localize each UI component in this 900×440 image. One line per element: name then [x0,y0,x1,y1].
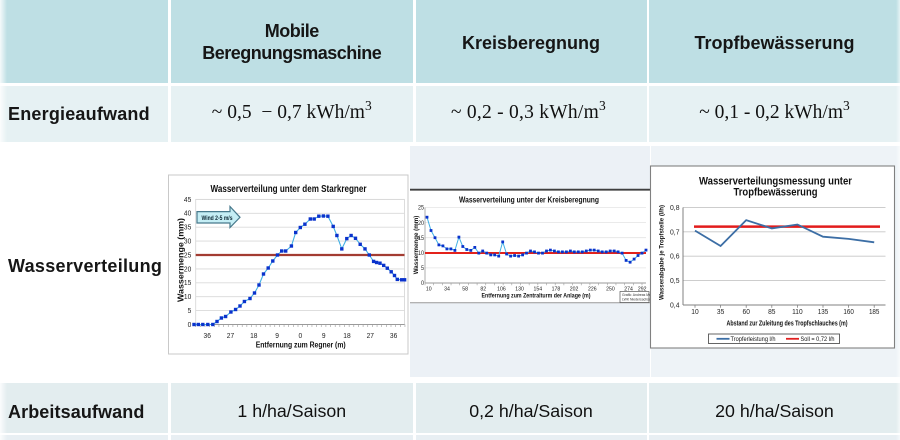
svg-text:106: 106 [497,286,506,292]
svg-text:110: 110 [792,309,803,316]
svg-text:0,7: 0,7 [670,229,680,236]
svg-text:25: 25 [418,205,424,212]
svg-text:45: 45 [184,197,191,204]
svg-text:LWK Niedersachsen: LWK Niedersachsen [622,298,653,302]
svg-text:85: 85 [768,309,775,316]
svg-text:Wassermenge (mm): Wassermenge (mm) [177,218,186,302]
svg-text:Wasserverteilung unter der Kre: Wasserverteilung unter der Kreisberegnun… [459,194,599,204]
svg-text:0: 0 [188,322,192,329]
svg-text:10: 10 [418,250,424,257]
svg-text:10: 10 [691,309,698,316]
svg-text:9: 9 [275,333,279,340]
svg-text:0: 0 [421,280,424,287]
svg-text:20: 20 [418,220,424,227]
svg-text:27: 27 [367,333,374,340]
svg-text:274: 274 [624,286,633,292]
svg-text:27: 27 [227,333,234,340]
svg-text:9: 9 [322,333,326,340]
svg-text:292: 292 [638,286,647,292]
svg-text:35: 35 [717,309,724,316]
svg-text:0,8: 0,8 [670,205,680,212]
svg-text:Abstand zur Zuleitung des Trop: Abstand zur Zuleitung des Tropfschlauche… [727,321,848,328]
svg-text:10: 10 [426,286,432,292]
svg-text:202: 202 [570,286,579,292]
svg-text:36: 36 [390,333,397,340]
svg-text:60: 60 [743,309,750,316]
svg-text:15: 15 [418,235,424,242]
svg-text:36: 36 [204,333,211,340]
svg-text:Tropfbewässerung: Tropfbewässerung [734,186,818,198]
svg-text:Soll = 0,72 l/h: Soll = 0,72 l/h [801,337,835,343]
svg-text:5: 5 [188,308,192,315]
svg-text:Grafik: Andreas Meyer,: Grafik: Andreas Meyer, [622,293,657,297]
svg-text:226: 226 [588,286,597,292]
svg-text:25: 25 [184,252,191,259]
svg-text:35: 35 [184,225,191,232]
svg-text:154: 154 [534,286,543,292]
svg-text:178: 178 [552,286,561,292]
svg-text:20: 20 [184,266,191,273]
svg-text:5: 5 [421,265,424,272]
svg-text:Entfernung zum Zentralturm der: Entfernung zum Zentralturm der Anlage (m… [482,293,591,300]
svg-text:0,6: 0,6 [670,254,680,261]
svg-text:Wind 2-5 m/s: Wind 2-5 m/s [202,215,233,222]
svg-text:Tropferleistung l/h: Tropferleistung l/h [731,337,776,343]
svg-text:0,4: 0,4 [670,303,680,310]
svg-text:130: 130 [515,286,524,292]
svg-text:0: 0 [299,333,303,340]
svg-text:15: 15 [184,280,191,287]
svg-text:34: 34 [444,286,450,292]
svg-text:40: 40 [184,211,191,218]
svg-text:135: 135 [818,309,829,316]
svg-text:Wasserverteilungsmessung unter: Wasserverteilungsmessung unter [699,175,852,187]
svg-text:18: 18 [250,333,257,340]
svg-text:10: 10 [184,294,191,301]
svg-text:Wasserverteilung unter dem Sta: Wasserverteilung unter dem Starkregner [211,184,367,195]
svg-text:18: 18 [343,333,350,340]
svg-text:160: 160 [843,309,854,316]
svg-text:Wassermenge (mm): Wassermenge (mm) [413,216,420,275]
svg-text:82: 82 [480,286,486,292]
svg-text:Wasserabgabe je Tropfstelle (l: Wasserabgabe je Tropfstelle (l/h) [659,205,666,300]
svg-text:250: 250 [606,286,615,292]
svg-text:30: 30 [184,239,191,246]
svg-text:185: 185 [869,309,880,316]
svg-text:Entfernung zum Regner (m): Entfernung zum Regner (m) [256,340,346,350]
svg-text:58: 58 [462,286,468,292]
svg-text:0,5: 0,5 [670,278,680,285]
